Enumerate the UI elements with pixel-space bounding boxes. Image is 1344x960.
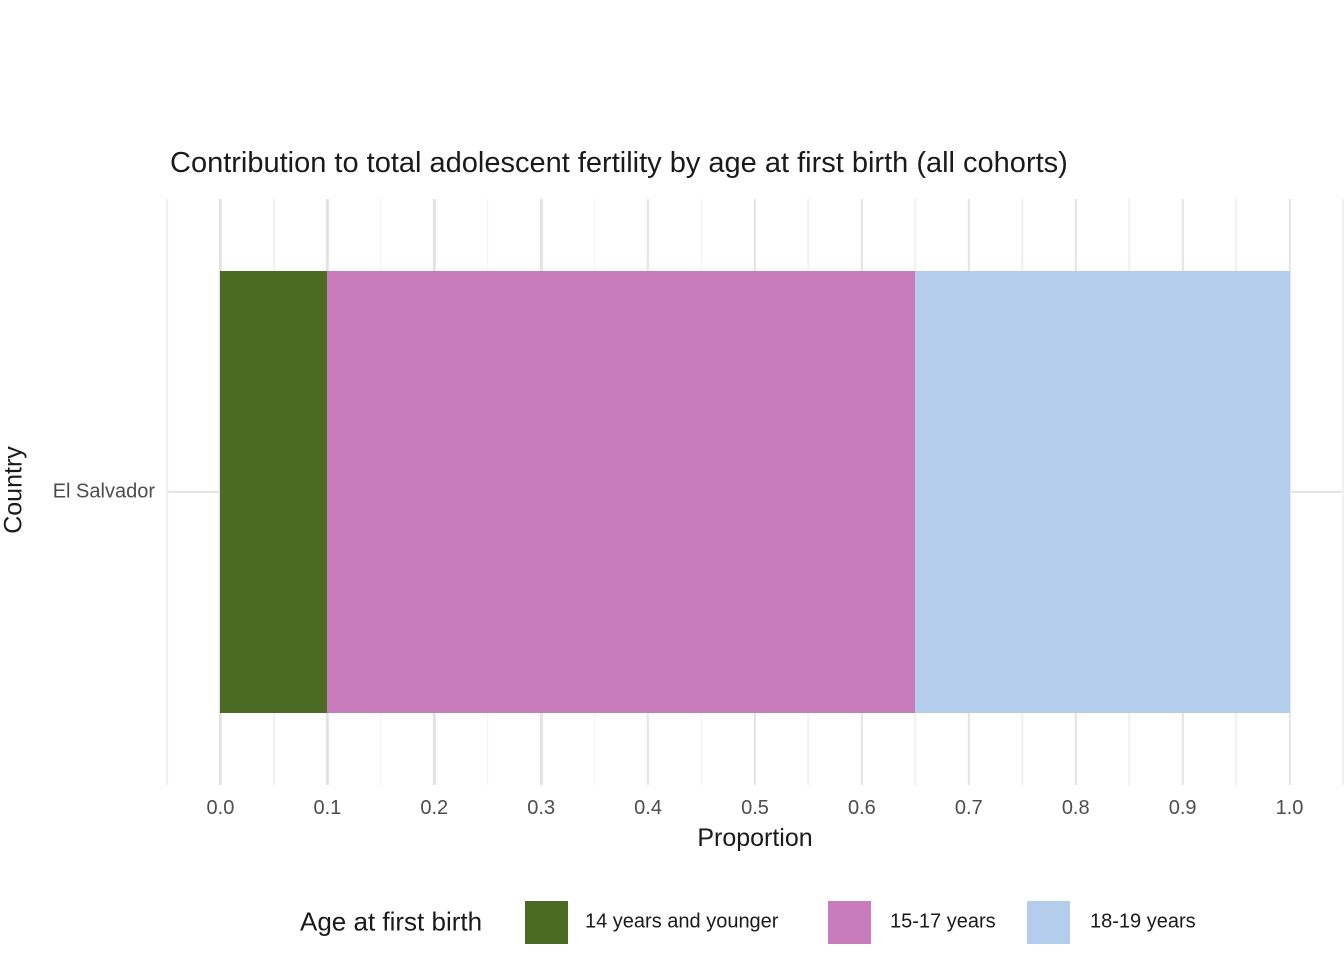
- y-axis-category-label: El Salvador: [52, 480, 155, 503]
- bar-segment-2: [327, 271, 916, 713]
- stacked-bar-el-salvador: [167, 271, 1343, 713]
- x-axis-title: Proportion: [697, 824, 813, 852]
- x-tick-label: 0.7: [954, 797, 983, 819]
- y-axis-title: Country: [0, 446, 28, 534]
- legend-swatch-18-19: [1027, 901, 1070, 944]
- chart-title: Contribution to total adolescent fertili…: [170, 147, 1068, 179]
- legend-title: Age at first birth: [300, 906, 483, 937]
- x-tick-label: 0.5: [741, 797, 769, 819]
- minor-gridline: [1342, 199, 1344, 785]
- legend-swatch-14-and-younger: [525, 901, 568, 944]
- plot-panel: [166, 199, 1344, 785]
- x-tick-label: 0.1: [313, 797, 342, 819]
- x-tick-label: 0.2: [420, 797, 449, 819]
- x-tick-label: 0.8: [1061, 797, 1090, 819]
- x-tick-label: 0.9: [1168, 797, 1197, 819]
- x-tick-label: 0.6: [848, 797, 876, 819]
- minor-gridline: [166, 199, 168, 785]
- major-gridline: [1288, 199, 1291, 785]
- bar-segment-1: [220, 271, 328, 713]
- bar-segment-3: [915, 271, 1290, 713]
- legend: Age at first birth 14 years and younger …: [0, 896, 1344, 948]
- legend-swatch-15-17: [828, 901, 871, 944]
- x-axis-tick-labels: 0.0 0.1 0.2 0.3 0.4 0.5 0.6 0.7 0.8 0.9 1.0: [167, 797, 1343, 821]
- legend-label-15-17: 15-17 years: [890, 910, 996, 933]
- x-tick-label: 0.0: [206, 797, 235, 819]
- x-tick-label: 0.3: [527, 797, 556, 819]
- x-tick-label: 0.4: [634, 797, 662, 819]
- legend-label-14-and-younger: 14 years and younger: [585, 910, 779, 933]
- legend-label-18-19: 18-19 years: [1090, 910, 1196, 933]
- x-tick-label: 1.0: [1275, 797, 1304, 819]
